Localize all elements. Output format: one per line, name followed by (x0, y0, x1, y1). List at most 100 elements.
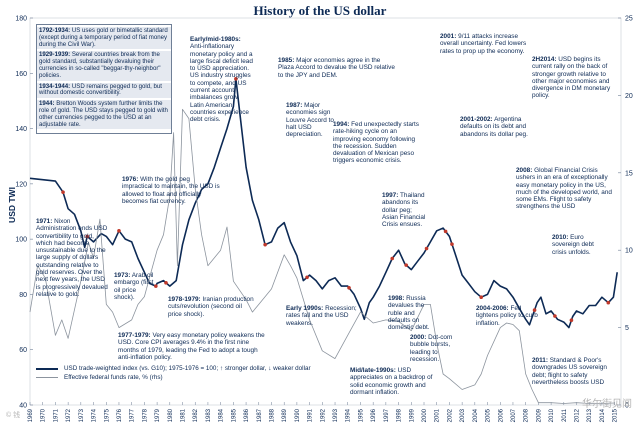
legend-item-usd: USD trade-weighted index (vs. G10); 1975… (36, 364, 311, 373)
annotation-2h2014: 2H2014: USD begins its current rally on … (532, 56, 611, 100)
legend-swatch-usd (36, 367, 58, 370)
annotation-2010: 2010: Euro sovereign debt crisis unfolds… (552, 234, 594, 256)
annotation-1985: 1985: Major economies agree in the Plaza… (278, 57, 395, 79)
x-tick-label: 2013 (587, 408, 593, 422)
event-marker (532, 308, 537, 312)
annotation-early-mid-1980s: Early/mid-1980s: Anti-inflationary monet… (190, 36, 253, 124)
event-marker (85, 234, 89, 239)
left-y-axis: 40 60 80 100 120 140 160 180 (15, 16, 33, 410)
right-y-axis: 0 5 10 15 20 25 (618, 16, 633, 410)
event-marker (404, 263, 409, 267)
annotation-2001-2002: 2001-2002: Argentina defaults on its deb… (460, 116, 528, 138)
x-tick-label: 2001 (435, 408, 441, 422)
box-note: 1929-1939: Several countries break from … (37, 51, 171, 81)
x-tick-label: 2008 (524, 408, 530, 422)
x-tick-label: 1969 (28, 408, 34, 422)
x-tick-label: 1989 (282, 408, 288, 422)
x-tick-label: 1979 (155, 408, 161, 422)
x-tick-label: 1970 (41, 408, 47, 422)
x-tick-label: 2010 (549, 408, 555, 422)
x-axis: 1969 1970 1971 1972 1973 1974 1975 1976 1977 1978… (28, 402, 619, 422)
x-tick-label: 1992 (320, 408, 326, 422)
x-tick-label: 2012 (575, 408, 581, 422)
series-line-usd-twi (29, 78, 618, 329)
x-tick-label: 1983 (206, 408, 212, 422)
gold-standard-notes-box: 1792-1934: US uses gold or bimetallic st… (36, 24, 172, 135)
x-tick-label: 1986 (244, 408, 250, 422)
y-tick-label-left: 40 (19, 403, 27, 410)
annotation-1971: 1971: Nixon Administration ends USD conv… (36, 218, 108, 298)
annotation-1976: 1976: With the gold peg impractical to m… (122, 176, 220, 205)
annotation-1978-1979: 1978-1979: Iranian production cuts/revol… (168, 296, 254, 318)
y-tick-label-right: 10 (625, 248, 633, 255)
plot-frame (29, 17, 622, 406)
event-marker (450, 242, 454, 246)
annotation-2004-2006: 2004-2006: Fed tightens policy to curb i… (476, 305, 538, 327)
x-tick-label: 1978 (142, 408, 148, 422)
y-tick-label-left: 160 (15, 71, 27, 78)
chart-title: History of the US dollar (253, 3, 387, 18)
x-tick-label: 2011 (562, 408, 568, 422)
y-tick-label-right: 15 (625, 170, 633, 177)
event-markers (61, 77, 611, 323)
x-tick-label: 2003 (460, 408, 466, 422)
x-tick-label: 1982 (193, 408, 199, 422)
event-marker (154, 284, 158, 288)
y-axis-label-left: USD TWI (6, 187, 17, 223)
x-tick-label: 1981 (181, 408, 187, 422)
y-tick-label-right: 25 (625, 16, 633, 23)
x-tick-label: 1987 (257, 408, 263, 422)
y-tick-label-right: 0 (625, 403, 629, 410)
annotation-1997: 1997: Thailand abandons its dollar peg; … (382, 192, 426, 229)
box-note: 1934-1944: USD remains pegged to gold, b… (37, 82, 171, 99)
annotation-2011: 2011: Standard & Poor's downgrades US so… (532, 357, 607, 386)
box-note: 1944: Bretton Woods system further limit… (37, 100, 171, 130)
event-marker (117, 229, 121, 233)
series-line-fed-funds (29, 108, 615, 404)
y-tick-label-left: 120 (15, 181, 27, 188)
annotation-early-1990s: Early 1990s: Recession; rates fall and t… (286, 305, 357, 327)
x-tick-label: 1977 (130, 408, 136, 422)
x-tick-label: 1995 (358, 408, 364, 422)
event-marker (305, 275, 309, 280)
event-marker (390, 256, 395, 261)
y-tick-label-right: 5 (625, 325, 629, 332)
event-marker (263, 242, 267, 247)
x-tick-label: 2005 (486, 408, 492, 422)
x-tick-label: 2009 (536, 408, 542, 422)
x-tick-label: 1990 (295, 408, 301, 422)
box-note: 1792-1934: US uses gold or bimetallic st… (37, 27, 171, 50)
x-tick-label: 1976 (117, 408, 123, 422)
annotation-1994: 1994: Fed unexpectedly starts rate-hikin… (333, 121, 419, 165)
annotation-1998: 1998: Russia devalues the ruble and defa… (388, 295, 430, 332)
annotation-1973: 1973: Arab oil embargo (first oil price … (114, 272, 154, 301)
x-tick-label: 2014 (600, 408, 606, 422)
y-tick-label-left: 140 (15, 126, 27, 133)
y-tick-label-right: 20 (625, 93, 633, 100)
series-lines (29, 78, 618, 404)
event-marker (164, 281, 168, 285)
annotation-mid-late-1990s: Mid/late-1990s: USD appreciates on a bac… (350, 367, 433, 396)
legend-swatch-fedfunds (36, 377, 58, 378)
annotation-2001: 2001: 9/11 attacks increase overall unce… (440, 33, 527, 55)
x-tick-label: 1993 (333, 408, 339, 422)
legend-label-fedfunds: Effective federal funds rate, % (rhs) (64, 374, 163, 381)
x-tick-label: 1973 (79, 408, 85, 422)
annotation-2000: 2000: Dot-com bubble bursts, leading to … (410, 334, 453, 363)
x-tick-label: 1984 (219, 408, 225, 422)
event-marker (606, 300, 611, 305)
x-tick-label: 1996 (371, 408, 377, 422)
x-tick-label: 1972 (66, 408, 72, 422)
x-tick-label: 1997 (384, 408, 390, 422)
annotation-1987: 1987: Major economies sign Louvre Accord… (286, 102, 334, 139)
event-marker (569, 318, 574, 323)
event-marker (61, 190, 65, 194)
x-tick-label: 2015 (613, 408, 619, 422)
x-tick-label: 1975 (104, 408, 110, 422)
event-marker (234, 77, 238, 81)
x-tick-label: 1971 (53, 408, 59, 422)
event-marker (443, 229, 448, 234)
x-tick-label: 1974 (92, 408, 98, 422)
